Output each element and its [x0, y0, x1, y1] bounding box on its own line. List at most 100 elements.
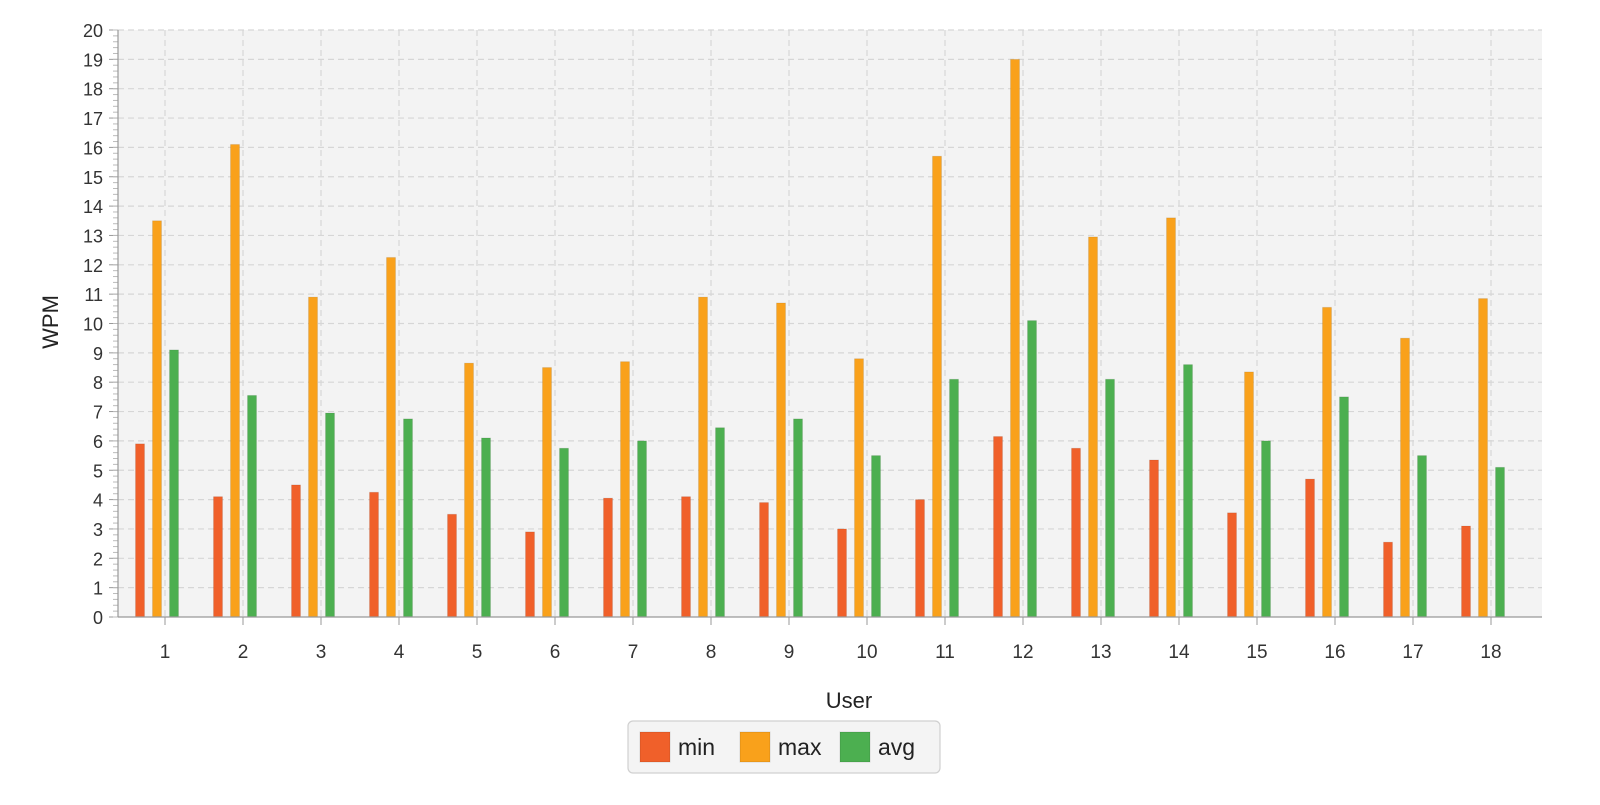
y-tick-label: 20 — [83, 21, 103, 41]
bar-avg-user-12 — [1027, 320, 1037, 618]
bar-avg-user-5 — [481, 437, 491, 618]
bar-max-user-13 — [1088, 236, 1098, 618]
bar-max-user-10 — [854, 358, 864, 618]
y-tick-label: 0 — [93, 608, 103, 628]
bar-avg-user-6 — [559, 447, 569, 618]
bar-min-user-6 — [525, 531, 535, 618]
x-tick-label: 15 — [1246, 642, 1267, 663]
bar-min-user-9 — [759, 502, 769, 618]
y-tick-label: 9 — [93, 344, 103, 364]
bar-min-user-10 — [837, 528, 847, 618]
bar-max-user-8 — [698, 296, 708, 618]
bar-avg-user-1 — [169, 349, 179, 618]
bar-avg-user-7 — [637, 440, 647, 618]
y-tick-label: 4 — [93, 491, 103, 511]
bar-max-user-2 — [230, 143, 240, 618]
y-tick-label: 8 — [93, 373, 103, 393]
bar-min-user-11 — [915, 499, 925, 618]
y-tick-label: 19 — [83, 50, 103, 70]
bar-avg-user-3 — [325, 412, 335, 618]
legend-swatch-avg — [839, 731, 871, 763]
bar-avg-user-4 — [403, 418, 413, 618]
bar-max-user-18 — [1478, 298, 1488, 618]
bar-avg-user-11 — [949, 378, 959, 618]
y-tick-label: 7 — [93, 403, 103, 423]
bar-avg-user-18 — [1495, 466, 1505, 618]
bar-max-user-1 — [152, 220, 162, 618]
bar-max-user-14 — [1166, 217, 1176, 618]
bar-min-user-12 — [993, 435, 1003, 618]
x-tick-label: 5 — [472, 642, 483, 663]
bar-max-user-5 — [464, 362, 474, 618]
bar-avg-user-8 — [715, 427, 725, 618]
y-tick-label: 14 — [83, 197, 103, 217]
bar-min-user-5 — [447, 513, 457, 618]
x-tick-label: 3 — [316, 642, 327, 663]
x-tick-label: 17 — [1402, 642, 1423, 663]
bar-max-user-17 — [1400, 337, 1410, 618]
y-tick-label: 1 — [93, 579, 103, 599]
bar-max-user-4 — [386, 256, 396, 618]
legend-label-avg: avg — [878, 734, 915, 760]
y-tick-label: 15 — [83, 168, 103, 188]
bar-avg-user-14 — [1183, 364, 1193, 618]
bar-max-user-7 — [620, 361, 630, 618]
y-tick-label: 11 — [84, 285, 103, 305]
x-tick-label: 16 — [1324, 642, 1345, 663]
bar-min-user-4 — [369, 491, 379, 618]
bar-avg-user-9 — [793, 418, 803, 618]
bar-min-user-8 — [681, 496, 691, 618]
bar-max-user-6 — [542, 367, 552, 618]
bar-min-user-7 — [603, 497, 613, 618]
bar-min-user-16 — [1305, 478, 1315, 618]
y-tick-label: 2 — [93, 549, 103, 569]
y-tick-label: 3 — [93, 520, 103, 540]
x-tick-label: 10 — [856, 642, 877, 663]
bar-avg-user-17 — [1417, 455, 1427, 618]
bar-min-user-13 — [1071, 447, 1081, 618]
y-tick-label: 16 — [83, 138, 103, 158]
x-tick-label: 12 — [1012, 642, 1033, 663]
bar-max-user-3 — [308, 296, 318, 618]
x-tick-label: 4 — [394, 642, 405, 663]
bar-avg-user-10 — [871, 455, 881, 618]
bar-max-user-16 — [1322, 306, 1332, 618]
bar-max-user-9 — [776, 302, 786, 618]
y-tick-label: 10 — [83, 315, 103, 335]
bar-min-user-1 — [135, 443, 145, 618]
bar-min-user-14 — [1149, 459, 1159, 618]
bar-max-user-15 — [1244, 371, 1254, 618]
y-tick-label: 6 — [93, 432, 103, 452]
legend[interactable]: min max avg — [627, 720, 941, 774]
legend-swatch-max — [739, 731, 771, 763]
x-axis-title: User — [826, 688, 872, 713]
bar-avg-user-15 — [1261, 440, 1271, 618]
x-tick-label: 11 — [935, 642, 955, 663]
bars-layer — [135, 58, 1505, 618]
y-tick-label: 17 — [83, 109, 103, 129]
x-tick-label: 2 — [238, 642, 249, 663]
y-tick-label: 12 — [83, 256, 103, 276]
y-tick-label: 18 — [83, 80, 103, 100]
x-tick-label: 6 — [550, 642, 561, 663]
x-tick-label: 14 — [1168, 642, 1190, 663]
bar-min-user-2 — [213, 496, 223, 618]
bar-min-user-17 — [1383, 541, 1393, 618]
x-tick-label: 9 — [784, 642, 795, 663]
bar-min-user-18 — [1461, 525, 1471, 618]
legend-swatch-min — [639, 731, 671, 763]
legend-label-min: min — [678, 734, 715, 760]
bar-avg-user-2 — [247, 394, 257, 618]
x-tick-label: 18 — [1480, 642, 1501, 663]
grid-layer — [118, 29, 1542, 617]
bar-max-user-11 — [932, 155, 942, 618]
bar-avg-user-13 — [1105, 378, 1115, 618]
bar-min-user-3 — [291, 484, 301, 618]
y-tick-label: 13 — [83, 226, 103, 246]
x-tick-label: 13 — [1090, 642, 1111, 663]
bar-avg-user-16 — [1339, 396, 1349, 618]
x-tick-label: 8 — [706, 642, 717, 663]
y-tick-label: 5 — [93, 461, 103, 481]
